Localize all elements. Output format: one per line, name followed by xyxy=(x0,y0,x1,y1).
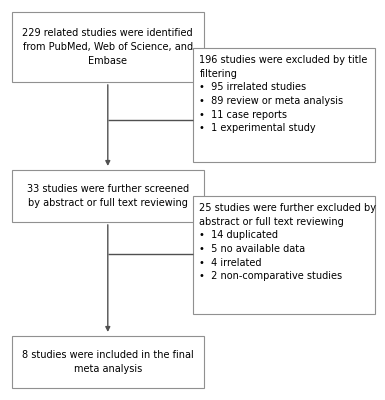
Text: 229 related studies were identified
from PubMed, Web of Science, and
Embase: 229 related studies were identified from… xyxy=(22,28,193,66)
FancyBboxPatch shape xyxy=(12,336,204,388)
Text: 196 studies were excluded by title
filtering
•  95 irrelated studies
•  89 revie: 196 studies were excluded by title filte… xyxy=(199,55,368,133)
FancyBboxPatch shape xyxy=(12,12,204,82)
Text: 25 studies were further excluded by
abstract or full text reviewing
•  14 duplic: 25 studies were further excluded by abst… xyxy=(199,203,377,281)
FancyBboxPatch shape xyxy=(192,196,375,314)
FancyBboxPatch shape xyxy=(192,48,375,162)
Text: 33 studies were further screened
by abstract or full text reviewing: 33 studies were further screened by abst… xyxy=(27,184,189,208)
FancyBboxPatch shape xyxy=(12,170,204,222)
Text: 8 studies were included in the final
meta analysis: 8 studies were included in the final met… xyxy=(22,350,194,374)
